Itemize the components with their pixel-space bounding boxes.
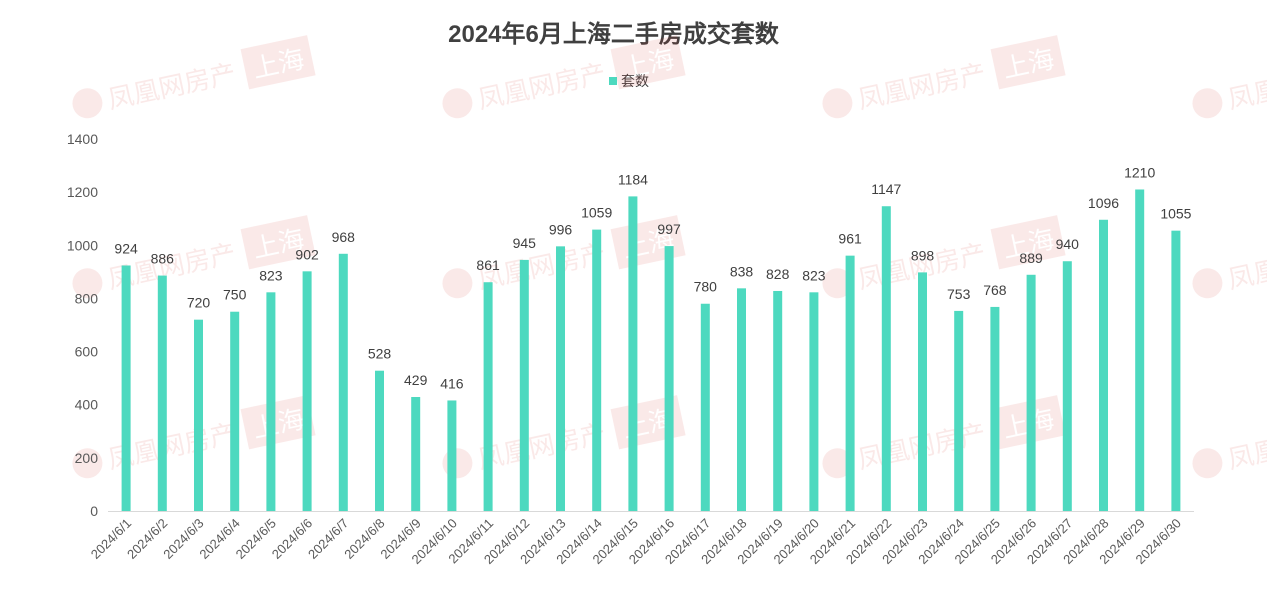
bar <box>411 397 421 511</box>
bar <box>121 265 131 511</box>
bar <box>194 319 203 511</box>
data-label: 1147 <box>871 181 901 197</box>
data-label: 720 <box>187 295 211 311</box>
bar <box>1171 230 1181 511</box>
y-tick-label: 1200 <box>67 184 98 200</box>
bar <box>483 282 493 511</box>
bar <box>375 370 384 511</box>
data-label: 889 <box>1019 250 1043 266</box>
y-tick-label: 400 <box>75 397 99 413</box>
data-label: 838 <box>730 263 754 279</box>
bar <box>447 400 457 511</box>
data-label: 416 <box>440 375 464 391</box>
bar <box>302 271 312 511</box>
data-label: 996 <box>549 221 573 237</box>
data-label: 780 <box>694 279 718 295</box>
bar <box>519 259 529 511</box>
data-label: 528 <box>368 346 392 362</box>
bar <box>700 303 710 511</box>
bar <box>1099 219 1108 511</box>
bar <box>1135 189 1145 511</box>
bar <box>628 196 638 511</box>
data-label: 768 <box>983 282 1007 298</box>
data-label: 750 <box>223 287 247 303</box>
data-label: 753 <box>947 286 971 302</box>
bar <box>592 229 602 511</box>
data-label: 828 <box>766 266 790 282</box>
bar <box>266 292 276 511</box>
bar <box>990 306 1000 511</box>
data-label: 886 <box>151 251 175 267</box>
bar <box>1026 274 1036 511</box>
data-label: 968 <box>332 229 356 245</box>
data-label: 945 <box>513 235 537 251</box>
data-label: 1055 <box>1160 206 1191 222</box>
bar <box>157 275 167 511</box>
data-label: 1059 <box>581 205 612 221</box>
data-label: 823 <box>802 267 826 283</box>
y-tick-label: 800 <box>75 290 99 306</box>
data-label: 924 <box>114 240 138 256</box>
bar <box>954 310 964 511</box>
bar <box>1062 261 1072 511</box>
legend-label: 套数 <box>621 73 649 89</box>
bar <box>918 272 927 511</box>
chart-legend: 套数 <box>609 71 649 91</box>
data-label: 823 <box>259 267 283 283</box>
bar <box>737 288 746 511</box>
data-label: 1096 <box>1088 195 1119 211</box>
data-label: 940 <box>1056 236 1080 252</box>
y-tick-label: 600 <box>75 344 99 360</box>
data-label: 902 <box>295 246 319 262</box>
bar <box>338 253 348 511</box>
data-label: 898 <box>911 247 935 263</box>
chart-title: 2024年6月上海二手房成交套数 <box>448 21 779 48</box>
data-label: 1210 <box>1124 164 1155 180</box>
y-tick-label: 1400 <box>67 131 98 147</box>
bar <box>881 206 891 511</box>
bar <box>773 290 783 511</box>
data-label: 997 <box>657 221 681 237</box>
data-label: 429 <box>404 372 428 388</box>
data-label: 1184 <box>618 171 648 187</box>
bar <box>845 255 855 511</box>
bar <box>556 246 565 511</box>
legend-swatch <box>609 77 617 85</box>
data-label: 961 <box>838 231 862 247</box>
bar <box>664 246 674 511</box>
y-tick-label: 1000 <box>67 237 98 253</box>
data-label: 861 <box>476 257 500 273</box>
y-tick-label: 200 <box>75 450 99 466</box>
y-tick-label: 0 <box>90 503 98 519</box>
bar <box>230 311 240 511</box>
bar <box>809 292 819 511</box>
